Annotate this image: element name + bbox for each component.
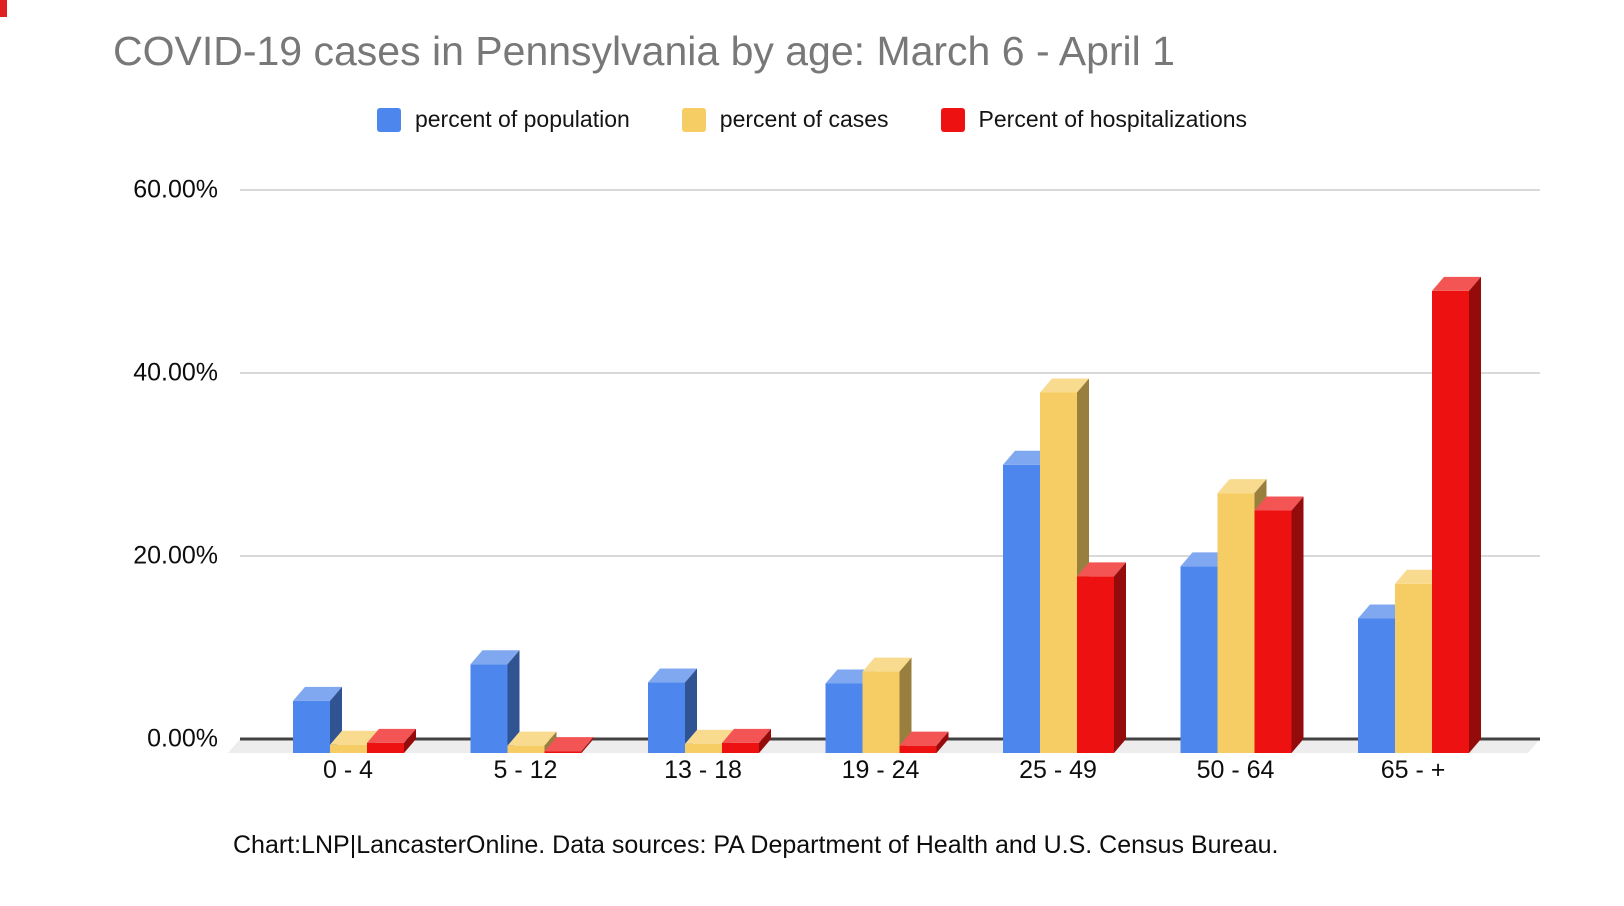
bar-side [685,668,697,753]
bar-top [648,668,697,683]
bar-top [722,728,771,743]
y-axis-label: 0.00% [147,724,218,753]
bar-front [1217,493,1255,753]
bar-top [367,728,416,743]
bar-front [1395,583,1432,753]
legend-swatch-population [376,107,401,132]
bar-top [1358,604,1407,619]
legend-item-population: percent of population [376,106,630,133]
bar-group-5-12 [470,650,594,753]
bar-side [899,657,912,753]
bar-front [648,682,685,753]
bar-front [367,742,404,753]
chart-legend: percent of population percent of cases P… [0,106,1624,133]
bar-top [470,650,520,665]
bar-top [862,657,912,672]
bar-top [1217,479,1267,494]
bar-front [293,700,330,753]
bar-group-19-24 [825,657,949,753]
bar-top [1077,562,1126,577]
bar-group-65-+ [1358,276,1481,753]
bar-top [825,669,875,684]
bar-side [581,737,594,753]
bar-hospitalizations-25-49 [1077,562,1126,753]
bar-top [293,686,342,701]
screen-edge-artifact [0,0,7,17]
bar-population-0-4 [293,686,342,753]
bar-front [1432,290,1469,753]
bar-side [936,731,949,753]
bar-hospitalizations-0-4 [367,728,416,753]
x-axis-label: 5 - 12 [493,756,558,784]
bar-top [330,730,379,745]
bar-front [1040,392,1077,753]
bar-top [544,737,594,752]
bar-hospitalizations-5-12 [544,737,594,753]
chart-title: COVID-19 cases in Pennsylvania by age: M… [113,28,1175,74]
bar-hospitalizations-65-+ [1432,276,1481,753]
bar-hospitalizations-13-18 [722,728,771,753]
legend-label-hospitalizations: Percent of hospitalizations [978,106,1248,132]
bar-side [759,728,771,753]
bar-front [330,744,367,753]
x-axis-label: 65 - + [1380,756,1446,784]
bar-front [862,671,900,753]
x-axis-label: 50 - 64 [1196,756,1275,784]
legend-item-cases: percent of cases [681,106,889,133]
x-axis-label: 19 - 24 [841,756,920,784]
bar-front [1254,510,1292,753]
bar-top [1180,552,1230,567]
x-axis-label: 25 - 49 [1019,756,1097,784]
legend-label-population: percent of population [414,106,630,132]
bar-top [1395,569,1444,584]
bar-top [899,731,949,746]
bar-front [1358,618,1395,753]
x-axis-label: 0 - 4 [322,756,374,784]
bar-front [544,751,582,753]
bar-group-25-49 [1003,378,1126,753]
bar-top [1040,378,1089,393]
y-axis-label: 60.00% [133,175,218,204]
bar-side [1469,276,1481,753]
legend-item-hospitalizations: Percent of hospitalizations [940,106,1248,133]
bar-population-25-49 [1003,450,1052,753]
bar-group-0-4 [293,686,416,753]
bar-population-13-18 [648,668,697,753]
bar-top [1003,450,1052,465]
bar-hospitalizations-50-64 [1254,496,1304,753]
bar-top [1432,276,1481,291]
y-axis-label: 20.00% [133,541,218,570]
bar-front [507,745,545,753]
legend-swatch-hospitalizations [940,107,965,132]
bar-population-5-12 [470,650,520,753]
source-note: Chart:LNP|LancasterOnline. Data sources:… [233,831,1279,859]
bar-hospitalizations-19-24 [899,731,949,753]
bar-top [507,731,557,746]
bar-front [825,683,863,753]
bar-front [1003,464,1040,753]
bar-side [404,728,416,753]
bar-front [899,745,937,753]
bar-front [1077,576,1114,753]
bar-top [685,729,734,744]
y-axis-label: 40.00% [133,358,218,387]
bar-front [722,742,759,753]
legend-swatch-cases [681,107,706,132]
bar-top [1254,496,1304,511]
legend-label-cases: percent of cases [719,106,889,132]
bar-group-13-18 [648,668,771,753]
bar-side [1291,496,1304,753]
bar-cases-19-24 [862,657,912,753]
bar-front [685,743,722,753]
x-axis-label: 13 - 18 [664,756,742,784]
bar-front [470,664,508,753]
bar-side [1114,562,1126,753]
bar-front [1180,566,1218,753]
bar-group-50-64 [1180,479,1304,753]
bar-side [507,650,520,753]
